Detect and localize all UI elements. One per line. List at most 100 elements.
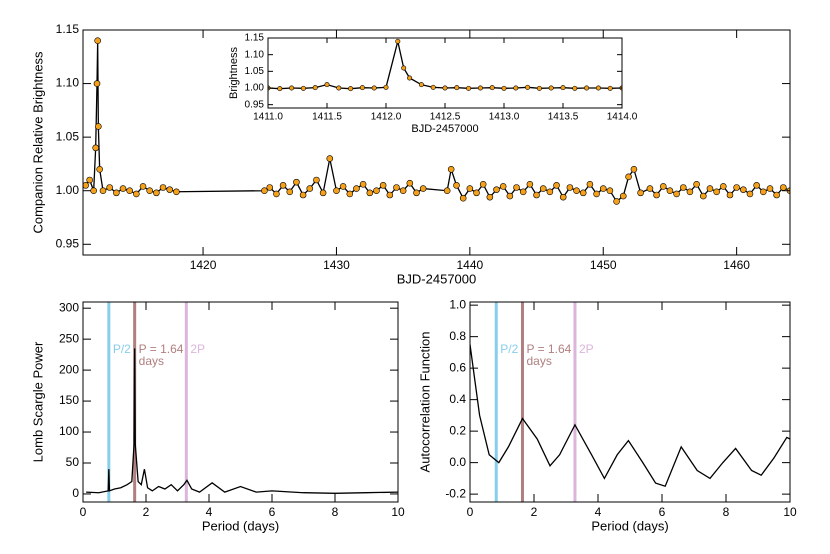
data-point xyxy=(559,193,567,201)
y-tick-label: 1.05 xyxy=(56,129,80,143)
y-tick-label: 1.00 xyxy=(56,183,80,197)
data-point xyxy=(659,183,667,190)
data-point xyxy=(673,190,680,198)
data-point xyxy=(546,188,554,196)
data-point xyxy=(566,184,574,191)
data-point xyxy=(83,182,89,189)
data-point xyxy=(630,165,638,173)
x-tick-label: 0 xyxy=(467,505,474,519)
data-point xyxy=(466,185,474,192)
y-tick-label: 300 xyxy=(59,300,79,314)
x-tick-label: 1412.0 xyxy=(371,112,402,123)
x-tick-label: 1413.0 xyxy=(489,112,520,123)
data-point xyxy=(348,86,354,92)
marker-label: P = 1.64 xyxy=(139,342,184,356)
data-point xyxy=(477,85,483,91)
data-point xyxy=(493,186,500,193)
x-tick-label: 1420 xyxy=(190,258,217,272)
data-point xyxy=(513,184,520,191)
data-point xyxy=(533,191,540,199)
data-point xyxy=(366,189,374,197)
data-point xyxy=(353,185,360,192)
x-tick-label: 1412.5 xyxy=(430,112,461,123)
data-point xyxy=(407,75,413,81)
data-line xyxy=(86,348,398,494)
y-tick-label: 0.4 xyxy=(449,392,466,406)
x-tick-label: 1413.5 xyxy=(548,112,579,123)
data-point xyxy=(277,86,283,92)
y-tick-label: 200 xyxy=(59,362,79,376)
x-tick-label: 2 xyxy=(143,505,150,519)
data-point xyxy=(373,187,380,195)
plot-area xyxy=(86,302,398,502)
data-point xyxy=(473,189,480,197)
data-point xyxy=(133,190,140,198)
data-point xyxy=(653,191,660,199)
data-point xyxy=(548,85,554,91)
plot-area xyxy=(470,302,790,502)
plot-background xyxy=(470,302,790,502)
data-point xyxy=(336,85,342,91)
data-point xyxy=(94,37,101,45)
data-point xyxy=(726,191,734,199)
data-point xyxy=(479,180,487,188)
data-point xyxy=(553,182,560,189)
y-tick-label: 1.15 xyxy=(56,22,80,36)
data-point xyxy=(613,198,620,205)
y-tick-label: 1.0 xyxy=(449,297,466,311)
data-point xyxy=(95,123,102,130)
data-point xyxy=(499,183,507,190)
data-point xyxy=(266,184,274,191)
data-point xyxy=(286,188,294,196)
y-tick-label: 0.6 xyxy=(449,360,466,374)
x-tick-label: 1430 xyxy=(323,258,350,272)
data-point xyxy=(584,85,590,91)
y-tick-label: 100 xyxy=(59,424,79,438)
x-axis-label: BJD-2457000 xyxy=(411,123,478,135)
data-point xyxy=(393,184,400,191)
data-point xyxy=(699,192,707,200)
plot-area xyxy=(268,38,622,92)
data-point xyxy=(593,190,600,198)
plot-frame xyxy=(82,301,399,503)
data-point xyxy=(261,187,268,195)
data-point xyxy=(746,190,754,198)
x-tick-label: 6 xyxy=(659,505,666,519)
x-tick-label: 1460 xyxy=(723,258,750,272)
x-tick-label: 1411.5 xyxy=(312,112,342,123)
data-point xyxy=(539,185,547,192)
y-tick-label: 0.2 xyxy=(449,423,466,437)
marker-label: P/2 xyxy=(113,342,131,356)
data-point xyxy=(289,85,295,91)
data-point xyxy=(399,187,407,195)
x-tick-label: 8 xyxy=(332,505,339,519)
data-point xyxy=(319,189,327,197)
y-tick-label: 1.15 xyxy=(245,33,265,44)
data-point xyxy=(313,176,320,184)
plot-frame xyxy=(82,29,791,256)
data-point xyxy=(419,185,427,192)
y-axis-label: Lomb Scargle Power xyxy=(30,341,45,462)
data-point xyxy=(146,187,153,195)
data-point xyxy=(279,182,287,189)
data-point xyxy=(536,85,542,91)
data-point xyxy=(740,186,747,193)
data-point xyxy=(686,188,694,196)
y-tick-label: 150 xyxy=(59,393,79,407)
data-point xyxy=(773,191,780,199)
x-tick-label: 1440 xyxy=(456,258,483,272)
y-axis-label: Companion Relative Brightness xyxy=(30,51,45,234)
data-point xyxy=(693,180,700,188)
y-axis-label: Brightness xyxy=(228,47,240,99)
y-tick-label: 1.00 xyxy=(245,83,265,94)
marker-label: P/2 xyxy=(500,342,518,356)
x-tick-label: 0 xyxy=(80,505,87,519)
x-tick-label: 1450 xyxy=(590,258,617,272)
data-point xyxy=(371,85,377,91)
y-tick-label: 0 xyxy=(72,486,79,500)
data-point xyxy=(106,184,113,191)
data-point xyxy=(153,189,160,197)
